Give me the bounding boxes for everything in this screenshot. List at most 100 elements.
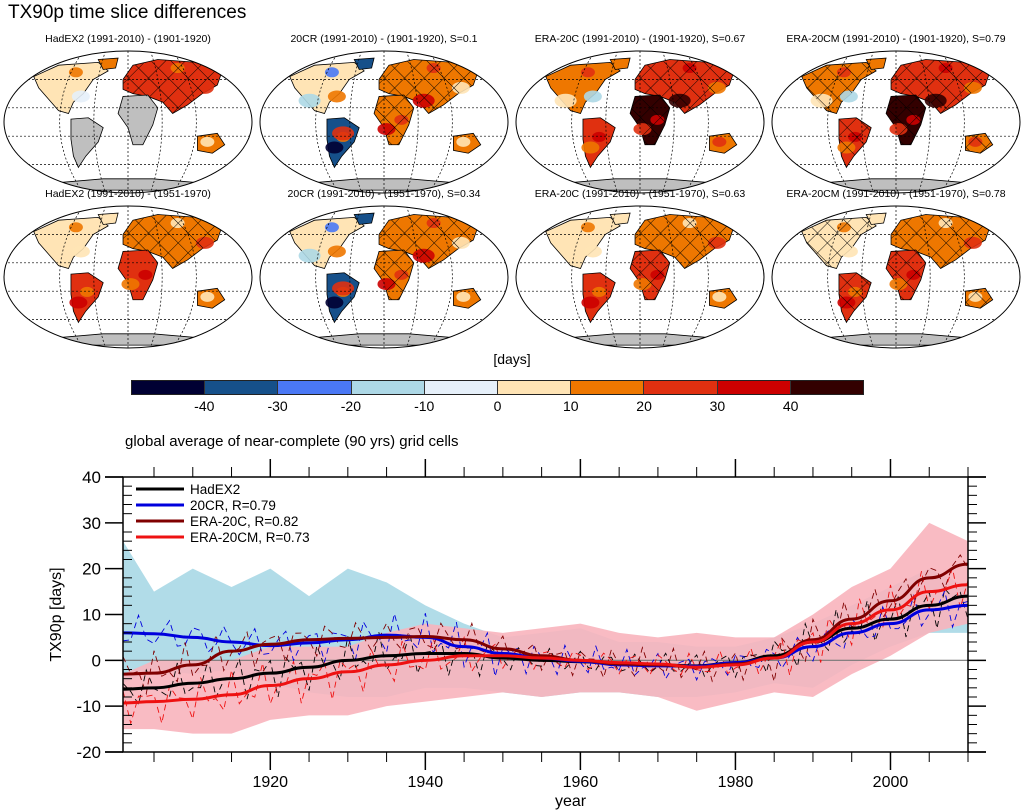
anomaly-patch <box>327 90 346 103</box>
significance-hatching <box>801 62 877 114</box>
figure-title: TX90p time slice differences <box>8 2 247 23</box>
map-content <box>4 51 252 193</box>
map-border <box>771 50 1021 194</box>
world-map <box>3 205 253 349</box>
world-map <box>259 50 509 194</box>
colorbar-segment <box>571 381 645 394</box>
anomaly-patch <box>325 141 344 154</box>
map-content <box>516 206 764 348</box>
map-border <box>515 205 765 349</box>
significance-hatching <box>635 214 735 269</box>
map-border <box>771 205 1021 349</box>
x-tick-label: 1940 <box>408 774 444 791</box>
longitude-gridline <box>428 206 453 348</box>
map-panel-r2c1: HadEX2 (1991-2010) - (1951-1970) <box>0 188 256 353</box>
world-map <box>515 205 765 349</box>
colorbar-segment <box>644 381 718 394</box>
significance-hatching <box>838 117 872 168</box>
map-title: ERA-20CM (1991-2010) - (1951-1970), S=0.… <box>786 188 1006 200</box>
x-tick-label: 1980 <box>718 774 754 791</box>
colorbar-segment <box>205 381 279 394</box>
y-tick-label: 30 <box>82 514 101 533</box>
colorbar-segment <box>132 381 206 394</box>
anomaly-patch <box>592 286 607 297</box>
map-panel-r1c3: ERA-20C (1991-2010) - (1901-1920), S=0.6… <box>512 33 768 198</box>
map-title: HadEX2 (1991-2010) - (1951-1970) <box>45 188 211 200</box>
longitude-gridline <box>684 51 709 193</box>
map-panel-r2c4: ERA-20CM (1991-2010) - (1951-1970), S=0.… <box>768 188 1024 353</box>
series-line-era-20c <box>122 562 969 676</box>
map-content <box>772 206 1020 348</box>
colorbar-segment <box>424 381 499 394</box>
longitude-gridline <box>571 51 596 193</box>
longitude-gridline <box>827 206 852 348</box>
map-content <box>260 51 508 193</box>
anomaly-patch <box>327 245 346 258</box>
anomaly-patch <box>71 245 90 258</box>
anomaly-patch <box>298 248 321 263</box>
colorbar-tick-label: -40 <box>194 398 215 414</box>
x-axis-label: year <box>555 793 587 810</box>
world-map <box>259 205 509 349</box>
y-tick-label: 40 <box>82 468 101 487</box>
anomaly-patch <box>456 291 471 302</box>
longitude-gridline <box>59 206 84 348</box>
map-content <box>772 51 1020 193</box>
map-title: ERA-20CM (1991-2010) - (1901-1920), S=0.… <box>786 33 1006 45</box>
anomaly-patch <box>138 269 153 280</box>
anomaly-patch <box>200 291 215 302</box>
map-panel-r2c3: ERA-20C (1991-2010) - (1951-1970), S=0.6… <box>512 188 768 353</box>
anomaly-patch <box>554 93 577 108</box>
colorbar-segment <box>498 381 572 394</box>
anomaly-patch <box>456 136 471 147</box>
significance-hatching <box>886 250 926 300</box>
colorbar-tick-label: -20 <box>340 398 362 414</box>
longitude-gridline <box>315 206 340 348</box>
map-title: 20CR (1991-2010) - (1951-1970), S=0.34 <box>287 188 481 200</box>
longitude-gridline <box>827 51 852 193</box>
y-axis-label: TX90p [days] <box>48 567 65 661</box>
longitude-gridline <box>605 51 618 193</box>
colorbar-tick-label: -10 <box>414 398 435 414</box>
anomaly-patch <box>581 141 600 154</box>
map-content <box>260 206 508 348</box>
world-map <box>771 205 1021 349</box>
continent-greenland <box>353 57 375 70</box>
y-tick-label: -20 <box>76 743 101 762</box>
significance-hatching <box>886 95 926 145</box>
colorbar-tick-label: 10 <box>563 398 579 414</box>
colorbar-label: [days] <box>493 351 531 367</box>
continent-greenland <box>97 57 119 70</box>
longitude-gridline <box>428 51 453 193</box>
anomaly-patch <box>298 93 321 108</box>
anomaly-patch <box>332 281 355 296</box>
map-title: ERA-20C (1991-2010) - (1901-1920), S=0.6… <box>534 33 746 45</box>
colorbar-tick-label: 30 <box>709 398 726 414</box>
map-panel-r1c2: 20CR (1991-2010) - (1901-1920), S=0.1 <box>256 33 512 198</box>
significance-hatching <box>965 288 993 309</box>
map-border <box>259 50 509 194</box>
map-panel-r1c4: ERA-20CM (1991-2010) - (1901-1920), S=0.… <box>768 33 1024 198</box>
colorbar-tick-label: 0 <box>493 398 502 414</box>
anomaly-patch <box>712 136 727 147</box>
map-border <box>515 50 765 194</box>
significance-hatching <box>630 95 670 145</box>
annual-dashed-line <box>122 589 969 682</box>
significance-hatching <box>965 133 993 154</box>
longitude-gridline <box>349 51 362 193</box>
y-tick-label: 20 <box>82 560 101 579</box>
legend-label: 20CR, R=0.79 <box>190 498 276 513</box>
y-tick-label: 10 <box>82 606 101 625</box>
colorbar-tick-label: 40 <box>782 398 799 414</box>
anomaly-patch <box>583 245 602 258</box>
longitude-gridline <box>93 206 106 348</box>
anomaly-patch <box>69 296 88 309</box>
legend-label: ERA-20CM, R=0.73 <box>190 530 310 545</box>
longitude-gridline <box>172 51 197 193</box>
map-content <box>4 206 252 348</box>
continent-samerica <box>70 117 104 169</box>
longitude-gridline <box>571 206 596 348</box>
annual-dashed-line <box>122 566 969 726</box>
map-border <box>3 205 253 349</box>
